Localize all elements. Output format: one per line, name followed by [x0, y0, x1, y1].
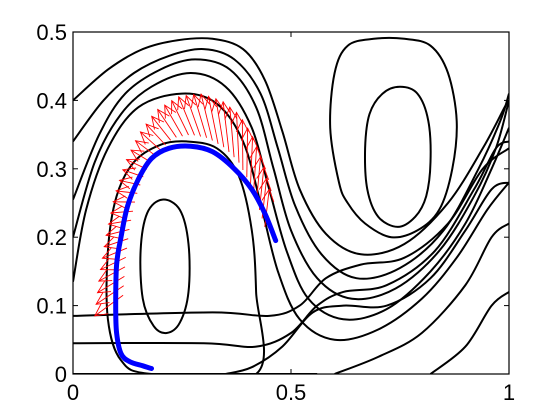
arrow-glyph-30 [218, 100, 231, 152]
trajectory-line [113, 143, 279, 371]
arrow-glyph-31 [224, 106, 238, 158]
y-tick-label: 0.5 [36, 20, 67, 45]
y-axis-ticks: 0 0.1 0.2 0.3 0.4 0.5 [36, 20, 509, 387]
contour-lines [73, 36, 509, 374]
x-tick-label: 0.5 [276, 380, 307, 405]
arrow-glyph-6 [101, 247, 128, 260]
trajectory-curve [113, 143, 279, 371]
arrow-glyph-10 [109, 205, 134, 219]
contour-line-13 [139, 198, 191, 335]
contour-line-2 [73, 72, 509, 321]
contour-line-9 [225, 181, 509, 374]
contour-line-7 [73, 140, 509, 348]
y-tick-label: 0 [55, 362, 67, 387]
arrow-glyph-8 [105, 226, 130, 239]
y-tick-label: 0.4 [36, 88, 67, 113]
arrow-glyph-29 [211, 97, 225, 148]
contour-line-1 [73, 92, 509, 342]
contour-line-15 [364, 85, 432, 228]
x-axis-ticks: 0 0.5 1 [67, 32, 515, 405]
contour-line-11 [429, 291, 509, 374]
arrow-field [93, 93, 275, 317]
contour-line-4 [73, 48, 509, 280]
arrow-glyph-23 [171, 99, 189, 136]
contour-line-10 [334, 222, 509, 374]
contour-line-3 [73, 58, 509, 301]
arrow-glyph-35 [245, 135, 259, 185]
arrow-glyph-33 [235, 118, 249, 171]
arrow-glyph-7 [103, 236, 129, 250]
arrow-glyph-5 [99, 256, 126, 271]
arrow-glyph-22 [164, 104, 183, 137]
y-tick-label: 0.2 [36, 225, 67, 250]
arrow-glyph-32 [230, 111, 244, 163]
arrow-glyph-34 [241, 127, 254, 178]
contour-line-5 [73, 37, 509, 256]
contour-line-8 [73, 147, 509, 318]
x-tick-label: 0 [67, 380, 79, 405]
arrow-glyph-4 [97, 266, 126, 282]
arrow-glyph-2 [95, 285, 124, 305]
plot-background [73, 32, 509, 374]
y-tick-label: 0.3 [36, 157, 67, 182]
arrow-glyph-36 [249, 145, 263, 194]
contour-line-14 [329, 36, 458, 239]
arrow-glyph-3 [96, 276, 125, 294]
arrow-glyph-1 [93, 294, 124, 317]
arrow-glyph-9 [107, 215, 132, 229]
arrow-glyph-20 [151, 115, 172, 141]
x-tick-label: 1 [503, 380, 515, 405]
contour-line-12 [105, 140, 265, 374]
y-tick-label: 0.1 [36, 294, 67, 319]
